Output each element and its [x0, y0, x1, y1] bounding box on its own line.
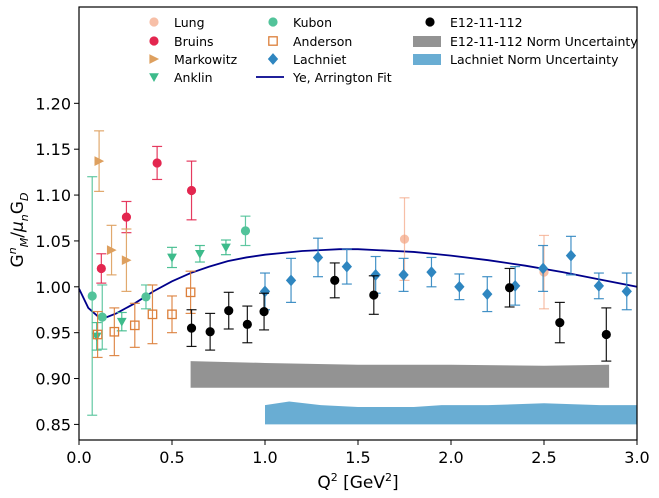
lachniet-point — [482, 288, 493, 300]
norm-uncertainty-band-1 — [265, 401, 637, 425]
anklin-point — [167, 253, 177, 263]
legend-label-anklin: Anklin — [174, 70, 213, 85]
e12-11-112-point — [504, 283, 515, 293]
legend-marker-e12-11-112 — [425, 17, 435, 27]
legend-label-e12-11-112: E12-11-112 — [450, 15, 523, 30]
data-points — [87, 130, 632, 416]
legend-swatch-lachniet-norm-uncertainty — [413, 54, 441, 65]
anderson-point — [129, 320, 140, 331]
lachniet-point — [454, 280, 465, 293]
lachniet-point — [312, 251, 324, 264]
x-tick-label: 0.0 — [66, 448, 91, 467]
legend-marker-anderson — [268, 36, 278, 46]
y-tick-label: 1.20 — [35, 94, 71, 113]
bruins-point — [121, 212, 132, 222]
markowitz-point — [94, 156, 105, 166]
y-tick-label: 1.15 — [35, 140, 71, 159]
legend-label-e12-11-112-norm-uncertainty: E12-11-112 Norm Uncertainty — [450, 34, 638, 49]
legend-label-markowitz: Markowitz — [174, 52, 238, 67]
e12-11-112-point — [205, 327, 215, 337]
lachniet-point — [593, 280, 605, 292]
anklin-point — [221, 243, 231, 253]
fit-line-group — [78, 248, 638, 318]
legend-swatch-e12-11-112-norm-uncertainty — [413, 36, 441, 47]
lachniet-point — [370, 269, 381, 281]
legend-label-anderson: Anderson — [293, 34, 352, 49]
x-tick-label: 0.5 — [159, 448, 184, 467]
y-axis: 0.85 0.90 0.95 1.00 1.05 1.10 1.15 1.20 — [35, 94, 79, 434]
y-tick-label: 0.85 — [35, 415, 71, 434]
lachniet-point — [398, 269, 409, 281]
lachniet-point — [426, 266, 437, 278]
legend-label-bruins: Bruins — [174, 34, 214, 49]
lachniet-point — [285, 274, 297, 287]
kubon-point — [97, 312, 107, 322]
y-axis-label: GnM/μnGD — [6, 193, 31, 268]
e12-11-112-point — [330, 275, 340, 285]
x-axis: 0.0 0.5 1.0 1.5 2.0 2.5 3.0 — [66, 440, 650, 467]
anderson-point — [185, 287, 196, 298]
legend-marker-kubon — [268, 17, 278, 27]
e12-11-112-point — [601, 329, 611, 340]
anderson-point — [147, 309, 158, 320]
x-tick-label: 2.5 — [531, 448, 556, 467]
legend-label-lung: Lung — [174, 15, 205, 30]
lachniet-point — [259, 285, 271, 298]
x-tick-label: 3.0 — [624, 448, 649, 467]
bruins-point — [96, 263, 106, 274]
lachniet-point — [537, 262, 549, 275]
x-axis-label: Q2 [GeV2] — [317, 471, 398, 493]
fit-line — [78, 248, 638, 318]
anderson-point — [109, 326, 120, 337]
uncertainty-bands — [190, 361, 637, 425]
anderson-point — [167, 309, 177, 320]
x-tick-label: 1.0 — [252, 448, 277, 467]
lachniet-point — [565, 249, 577, 262]
y-tick-label: 0.90 — [35, 370, 71, 389]
legend-marker-markowitz — [149, 54, 160, 64]
legend-label-lachniet-norm-uncertainty: Lachniet Norm Uncertainty — [450, 52, 619, 67]
e12-11-112-point — [369, 290, 379, 300]
lachniet-point — [341, 260, 352, 273]
e12-11-112-point — [259, 306, 269, 317]
markowitz-point — [121, 255, 132, 266]
legend-marker-lung — [149, 17, 159, 27]
e12-11-112-point — [186, 323, 197, 333]
kubon-point — [87, 291, 97, 301]
bruins-point — [152, 158, 162, 168]
e12-11-112-point — [242, 319, 252, 330]
y-tick-label: 0.95 — [35, 324, 71, 343]
legend-label-ye-arrington-fit: Ye, Arrington Fit — [292, 70, 392, 85]
e12-11-112-point — [555, 317, 565, 328]
anklin-point — [195, 250, 205, 259]
y-tick-label: 1.10 — [35, 186, 71, 205]
norm-uncertainty-band-0 — [190, 361, 610, 388]
kubon-point — [240, 226, 251, 236]
y-tick-label: 1.05 — [35, 232, 71, 251]
legend-marker-bruins — [149, 36, 159, 46]
lung-point — [399, 234, 410, 244]
bruins-point — [186, 185, 197, 196]
legend-marker-lachniet — [267, 53, 279, 65]
lachniet-point — [621, 285, 632, 298]
kubon-point — [141, 292, 151, 302]
legend-label-lachniet: Lachniet — [293, 52, 347, 67]
legend-label-kubon: Kubon — [293, 15, 332, 30]
x-tick-label: 2.0 — [438, 448, 463, 467]
anderson-point — [92, 329, 103, 340]
legend: Lung Bruins Markowitz Anklin Kubon Anderson La… — [149, 15, 638, 85]
markowitz-point — [106, 245, 117, 255]
e12-11-112-point — [224, 306, 234, 316]
anklin-point — [116, 317, 127, 327]
legend-marker-anklin — [149, 73, 159, 83]
x-tick-label: 1.5 — [345, 448, 370, 467]
anklin-point — [91, 332, 102, 342]
y-tick-label: 1.00 — [35, 278, 71, 297]
